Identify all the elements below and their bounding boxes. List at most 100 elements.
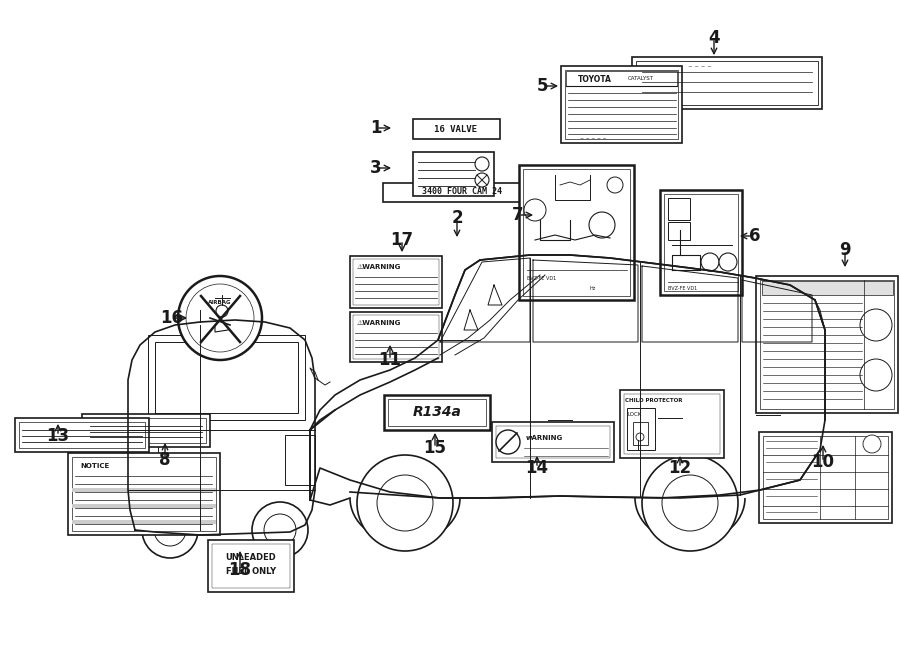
Circle shape xyxy=(524,199,546,221)
Text: CATALYST: CATALYST xyxy=(628,77,654,81)
Circle shape xyxy=(860,359,892,391)
Bar xyxy=(72,504,216,508)
Bar xyxy=(148,335,305,420)
Circle shape xyxy=(357,455,453,551)
Circle shape xyxy=(142,502,198,558)
Bar xyxy=(384,395,490,430)
Text: 11: 11 xyxy=(379,351,401,369)
Text: TOYOTA: TOYOTA xyxy=(578,75,612,83)
Text: 16: 16 xyxy=(160,309,184,327)
Bar xyxy=(620,390,724,458)
Text: BVZ-FE VD1: BVZ-FE VD1 xyxy=(527,276,556,282)
Circle shape xyxy=(719,253,737,271)
Circle shape xyxy=(123,433,147,457)
Text: CHILD PROTECTOR: CHILD PROTECTOR xyxy=(625,397,682,403)
Bar xyxy=(763,436,888,519)
Circle shape xyxy=(475,173,489,187)
Bar xyxy=(86,418,206,443)
Bar xyxy=(413,119,500,139)
Bar xyxy=(627,408,655,450)
Circle shape xyxy=(216,305,228,317)
Text: 5: 5 xyxy=(537,77,549,95)
Text: 2: 2 xyxy=(451,209,463,227)
Text: 12: 12 xyxy=(669,459,691,477)
Text: 14: 14 xyxy=(526,459,549,477)
Bar xyxy=(523,169,630,296)
Bar xyxy=(68,453,220,535)
Bar xyxy=(19,422,145,448)
Bar xyxy=(72,520,216,524)
Bar xyxy=(350,256,442,308)
Bar xyxy=(632,57,822,109)
Bar xyxy=(353,259,439,305)
Bar xyxy=(82,414,210,447)
Text: UNLEADED: UNLEADED xyxy=(226,553,276,563)
Bar xyxy=(350,312,442,362)
Bar xyxy=(561,66,682,143)
Circle shape xyxy=(178,276,262,360)
Text: BVZ-FE VD1: BVZ-FE VD1 xyxy=(668,286,698,290)
Bar xyxy=(208,540,294,592)
Text: 4: 4 xyxy=(708,29,720,47)
Circle shape xyxy=(701,253,719,271)
Circle shape xyxy=(186,284,254,352)
Bar xyxy=(72,488,216,492)
Text: 13: 13 xyxy=(47,427,69,445)
Bar xyxy=(413,152,494,196)
Bar xyxy=(383,183,542,202)
Text: 8: 8 xyxy=(159,451,171,469)
Bar xyxy=(760,280,894,409)
Circle shape xyxy=(642,455,738,551)
Bar xyxy=(566,71,677,86)
Text: 3: 3 xyxy=(370,159,382,177)
Text: ⚠WARNING: ⚠WARNING xyxy=(357,320,401,326)
Text: 9: 9 xyxy=(839,241,850,259)
Bar xyxy=(633,422,648,445)
Circle shape xyxy=(860,309,892,341)
Circle shape xyxy=(589,212,615,238)
Text: 18: 18 xyxy=(229,561,251,579)
Bar xyxy=(636,61,818,105)
Bar xyxy=(565,70,678,139)
Bar xyxy=(519,165,634,300)
Bar xyxy=(762,281,893,295)
Bar xyxy=(660,190,742,295)
Text: 7: 7 xyxy=(512,206,524,224)
Text: FUEL ONLY: FUEL ONLY xyxy=(226,568,276,576)
Text: Hz: Hz xyxy=(590,286,597,290)
Text: 17: 17 xyxy=(391,231,414,249)
Text: 10: 10 xyxy=(812,453,834,471)
Circle shape xyxy=(863,435,881,453)
Bar xyxy=(212,544,290,588)
Text: 15: 15 xyxy=(424,439,446,457)
Circle shape xyxy=(496,430,520,454)
Circle shape xyxy=(202,305,242,345)
Bar xyxy=(130,435,158,485)
Bar xyxy=(668,222,690,240)
Circle shape xyxy=(662,475,718,531)
Bar xyxy=(353,315,439,359)
Circle shape xyxy=(636,433,644,441)
Text: NOTICE: NOTICE xyxy=(80,463,109,469)
Bar xyxy=(668,198,690,220)
Bar xyxy=(756,276,898,413)
Bar xyxy=(72,457,216,531)
Text: 6: 6 xyxy=(749,227,760,245)
Bar xyxy=(15,418,149,452)
Circle shape xyxy=(123,463,147,487)
Text: LOCK: LOCK xyxy=(628,412,643,416)
Bar xyxy=(624,394,720,454)
Text: wARNING: wARNING xyxy=(526,435,563,441)
Text: 3400 FOUR CAM 24: 3400 FOUR CAM 24 xyxy=(422,188,502,196)
Text: R134a: R134a xyxy=(412,405,462,419)
Text: 16 VALVE: 16 VALVE xyxy=(435,124,478,134)
Bar xyxy=(285,435,315,485)
Bar xyxy=(759,432,892,523)
Circle shape xyxy=(264,514,296,546)
Circle shape xyxy=(377,475,433,531)
Circle shape xyxy=(607,177,623,193)
Text: AIRBAG: AIRBAG xyxy=(208,301,232,305)
Text: ~ ~ ~ ~: ~ ~ ~ ~ xyxy=(688,65,712,69)
Circle shape xyxy=(475,157,489,171)
Text: ~ ~ ~ ~ ~: ~ ~ ~ ~ ~ xyxy=(580,136,607,141)
